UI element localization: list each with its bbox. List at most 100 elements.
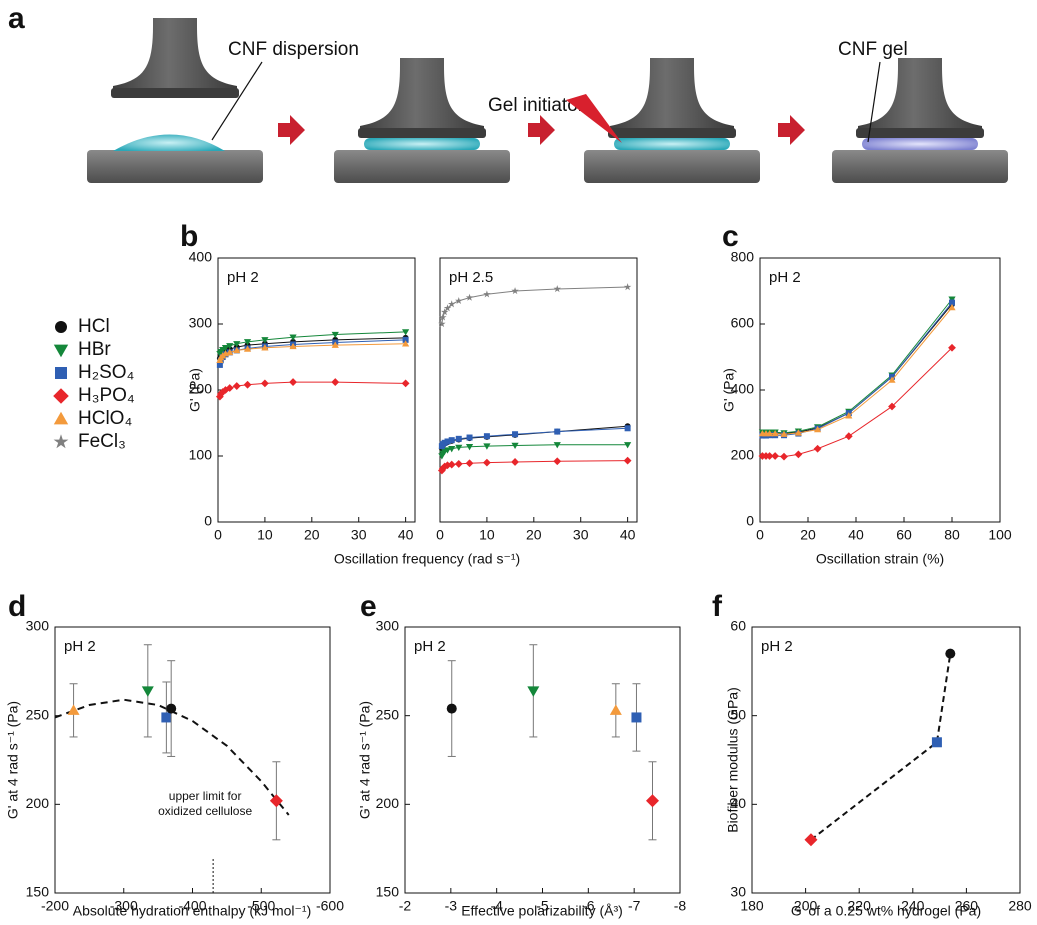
callout-line [211,61,263,141]
y-tick-label: 300 [26,618,50,634]
marker [331,378,340,386]
x-tick-label: 0 [756,527,764,543]
y-tick-label: 0 [746,513,754,529]
plot-frame [404,626,681,894]
y-axis-label: G' at 4 rad s⁻¹ (Pa) [5,701,21,819]
marker [780,452,788,461]
fit-curve [54,698,290,816]
y-tick-label: 400 [731,381,755,397]
legend-marker [53,344,69,358]
x-tick-label: 40 [398,527,414,543]
arrow [278,115,305,145]
x-tick-label: 30 [351,527,367,543]
marker [243,380,252,389]
y-tick-label: 150 [376,884,400,900]
marker [455,435,462,442]
x-tick-label: 240 [901,898,925,914]
x-tick-label: 20 [304,527,320,543]
schematic: a CNF dispersion Gel initiator CNF gel [8,2,1008,183]
x-tick-label: -5 [536,898,549,914]
y-tick-label: 200 [26,795,50,811]
marker [945,648,956,659]
x-axis-label: Oscillation strain (%) [816,551,944,567]
panel-label: a [8,2,25,35]
y-tick-label: 200 [376,795,400,811]
stage [832,150,1008,183]
callout: CNF gel [838,39,908,60]
legend-label: H₂SO₄ [78,362,135,383]
marker [794,429,802,436]
marker [443,304,452,312]
panel-note: pH 2 [414,638,446,655]
marker [67,704,80,715]
marker [232,382,241,390]
marker [448,300,456,308]
x-axis-label: Effective polarizability (Å³) [461,903,623,919]
x-tick-label: 220 [848,898,872,914]
marker [161,712,172,723]
series-line [762,347,953,458]
marker [289,378,297,386]
x-tick-label: -7 [628,898,641,914]
marker [289,342,297,350]
marker [221,386,230,394]
marker [631,712,642,723]
panel-note: pH 2 [64,638,96,655]
stage [584,150,760,183]
series-line [441,286,628,325]
marker [448,437,455,444]
marker [402,336,409,343]
x-axis-label: G' of a 0.25 wt% hydrogel (Pa) [791,903,981,919]
marker [794,450,803,459]
arrow [778,115,805,145]
cone [858,58,982,130]
annotation: oxidized cellulose [158,804,252,818]
y-tick-label: 600 [731,315,755,331]
marker [483,458,491,467]
marker [948,303,956,311]
marker [888,376,896,383]
marker [243,345,252,352]
marker [465,293,474,301]
y-tick-label: 250 [26,706,50,722]
marker [813,444,822,453]
marker [845,412,853,419]
legend-marker [53,434,69,449]
panel-note: pH 2.5 [449,269,493,286]
marker [221,345,230,352]
x-tick-label: -400 [178,898,206,914]
legend-label: H₃PO₄ [78,385,135,406]
callout-line [867,61,881,143]
series-line [762,307,953,435]
marker [771,452,780,460]
x-tick-label: 40 [848,527,864,543]
x-tick-label: 20 [526,527,542,543]
plot-frame [54,626,331,894]
y-tick-label: 30 [730,884,746,900]
x-tick-label: 260 [955,898,979,914]
y-tick-label: 150 [26,884,50,900]
x-tick-label: -300 [110,898,138,914]
y-tick-label: 50 [730,706,746,722]
cone-plate [608,128,736,138]
y-tick-label: 60 [730,618,746,634]
marker [402,340,410,347]
y-tick-label: 100 [189,447,213,463]
marker [289,334,297,341]
marker [844,432,853,441]
film [614,138,730,150]
panel-note: pH 2 [227,269,259,286]
x-tick-label: -3 [445,898,458,914]
marker [261,337,269,344]
y-tick-label: 40 [730,795,746,811]
x-tick-label: 200 [794,898,818,914]
marker [948,343,956,352]
marker [261,379,269,388]
marker [455,444,463,452]
marker [466,434,473,441]
y-axis-label: G' at 4 rad s⁻¹ (Pa) [357,701,373,819]
series-line [762,298,953,434]
panel-note: pH 2 [769,269,801,286]
